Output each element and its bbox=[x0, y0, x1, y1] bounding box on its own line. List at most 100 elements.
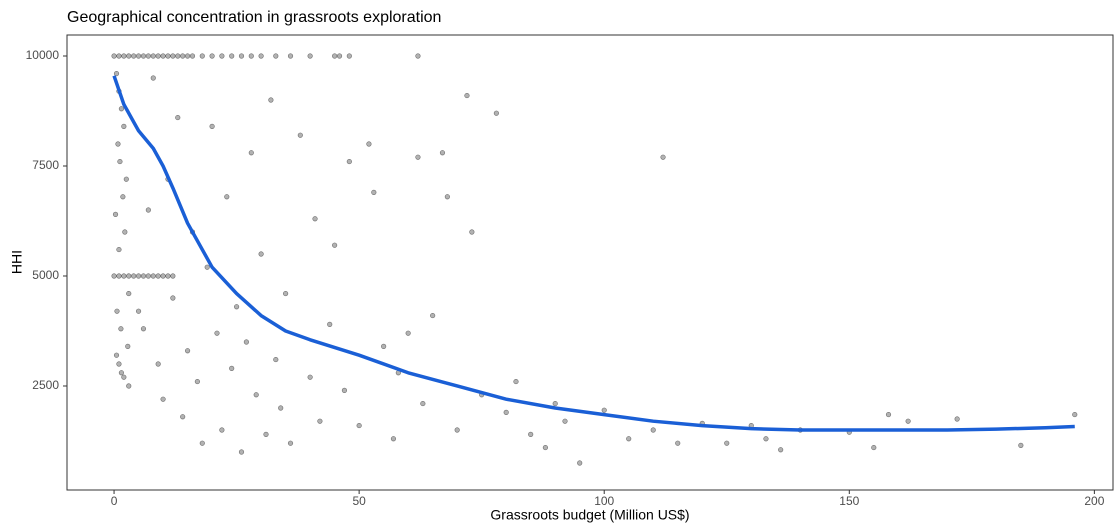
smooth-line bbox=[112, 75, 1075, 432]
point bbox=[542, 444, 548, 451]
point bbox=[175, 114, 181, 121]
point bbox=[273, 356, 279, 363]
point bbox=[140, 53, 147, 59]
point bbox=[126, 383, 132, 389]
point bbox=[317, 418, 323, 424]
panel-border bbox=[66, 34, 1114, 491]
point bbox=[253, 392, 259, 398]
point bbox=[287, 53, 294, 59]
point bbox=[114, 308, 120, 314]
point bbox=[145, 273, 151, 279]
point bbox=[778, 447, 784, 453]
point bbox=[954, 416, 960, 422]
point bbox=[113, 352, 120, 358]
point bbox=[229, 53, 235, 59]
point bbox=[111, 273, 117, 279]
y-axis-title: HHI bbox=[9, 250, 25, 274]
point bbox=[650, 427, 656, 433]
point bbox=[126, 273, 132, 279]
point bbox=[160, 53, 166, 59]
point bbox=[116, 361, 122, 367]
point bbox=[871, 444, 877, 451]
point bbox=[184, 53, 191, 59]
point bbox=[356, 422, 362, 429]
y-tick-label: 7500 bbox=[32, 158, 59, 172]
point bbox=[346, 158, 352, 165]
point bbox=[263, 431, 269, 437]
x-tick-label: 200 bbox=[1084, 494, 1104, 508]
point bbox=[116, 53, 122, 59]
point bbox=[209, 123, 215, 129]
point bbox=[121, 53, 127, 59]
point bbox=[120, 194, 126, 200]
point bbox=[366, 141, 372, 147]
x-tick-label: 150 bbox=[839, 494, 859, 508]
point bbox=[675, 440, 681, 446]
point bbox=[346, 53, 352, 59]
point bbox=[180, 53, 186, 59]
point bbox=[229, 365, 235, 371]
point bbox=[238, 449, 245, 455]
point bbox=[258, 251, 264, 257]
point bbox=[238, 53, 245, 59]
point bbox=[214, 330, 220, 336]
point bbox=[131, 53, 137, 59]
point bbox=[493, 110, 499, 116]
point bbox=[150, 273, 156, 279]
point bbox=[233, 304, 240, 310]
point bbox=[145, 53, 151, 59]
point bbox=[420, 400, 426, 407]
point bbox=[297, 132, 303, 138]
x-axis-title: Grassroots budget (Million US$) bbox=[490, 507, 689, 523]
point bbox=[341, 387, 348, 393]
x-tick-label: 0 bbox=[111, 494, 118, 508]
point bbox=[307, 53, 313, 59]
point bbox=[577, 460, 583, 466]
point bbox=[469, 229, 475, 235]
point bbox=[199, 440, 205, 446]
point bbox=[415, 53, 421, 59]
point bbox=[312, 216, 318, 222]
point bbox=[444, 194, 450, 200]
point bbox=[160, 396, 166, 402]
point bbox=[626, 436, 632, 442]
point bbox=[219, 53, 225, 59]
point bbox=[117, 158, 123, 165]
point bbox=[219, 427, 225, 433]
point bbox=[155, 273, 161, 279]
point bbox=[155, 361, 161, 367]
point bbox=[189, 53, 196, 59]
point bbox=[464, 92, 470, 99]
point bbox=[135, 53, 142, 59]
point bbox=[125, 343, 131, 349]
point bbox=[905, 418, 911, 424]
point bbox=[121, 123, 127, 129]
point bbox=[165, 273, 171, 279]
point bbox=[439, 150, 446, 156]
point bbox=[371, 189, 377, 195]
point bbox=[118, 370, 125, 376]
point bbox=[170, 53, 176, 59]
point bbox=[111, 53, 117, 59]
point bbox=[126, 290, 132, 297]
x-tick-label: 50 bbox=[352, 494, 366, 508]
point bbox=[381, 343, 387, 349]
point bbox=[150, 75, 156, 81]
point bbox=[118, 326, 124, 332]
point bbox=[332, 242, 338, 248]
point bbox=[224, 194, 230, 200]
point bbox=[415, 154, 421, 160]
point bbox=[660, 154, 666, 160]
point bbox=[165, 53, 171, 59]
point bbox=[123, 176, 129, 182]
point bbox=[327, 321, 333, 327]
point bbox=[454, 427, 460, 433]
point bbox=[307, 374, 313, 380]
point bbox=[140, 273, 147, 279]
point bbox=[112, 211, 119, 217]
point bbox=[113, 70, 120, 77]
point bbox=[724, 440, 730, 446]
chart-title: Geographical concentration in grassroots… bbox=[67, 9, 441, 26]
